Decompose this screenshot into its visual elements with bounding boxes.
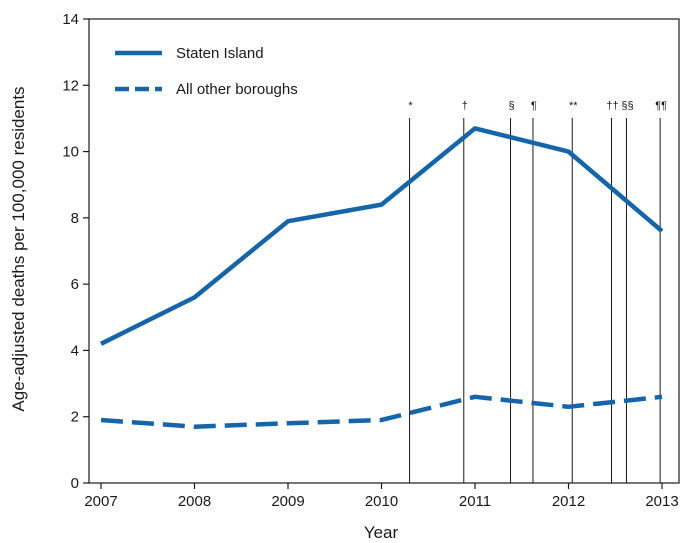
legend: Staten Island All other boroughs <box>115 45 298 98</box>
event-label: § <box>508 100 514 112</box>
series-line-staten-island <box>99 126 664 346</box>
x-tick-label: 2013 <box>645 493 678 510</box>
y-tick-label: 14 <box>62 11 79 28</box>
x-tick-label: 2012 <box>552 493 585 510</box>
event-label: ¶¶ <box>655 100 667 112</box>
axes: 0 2 4 6 8 10 12 14 2007 2008 2009 2010 2011 2012 2013 <box>62 11 680 510</box>
event-label: §§ <box>621 100 633 112</box>
series-lines <box>99 126 664 429</box>
legend-label-staten-island: Staten Island <box>176 45 264 62</box>
x-tick-label: 2009 <box>271 493 304 510</box>
y-tick-label: 4 <box>71 342 79 359</box>
x-tick-label: 2008 <box>178 493 211 510</box>
event-markers: * † § ¶ ** †† §§ ¶¶ <box>408 100 667 483</box>
x-tick-label: 2011 <box>459 493 491 510</box>
y-tick-label: 12 <box>62 77 79 94</box>
series-line-all-other-boroughs <box>100 394 663 429</box>
plot-frame <box>88 18 680 484</box>
x-axis-title: Year <box>364 523 399 542</box>
event-label: ** <box>569 100 578 112</box>
x-tick-label: 2010 <box>365 493 398 510</box>
y-tick-label: 0 <box>71 475 79 492</box>
legend-label-all-other-boroughs: All other boroughs <box>176 81 298 98</box>
x-tick-label: 2007 <box>84 493 117 510</box>
y-axis-title: Age-adjusted deaths per 100,000 resident… <box>9 86 28 411</box>
y-tick-label: 6 <box>71 276 79 293</box>
event-label: †† <box>606 100 618 112</box>
y-tick-label: 10 <box>62 144 79 161</box>
event-label: ¶ <box>531 100 537 112</box>
event-label: * <box>408 100 413 112</box>
y-tick-label: 8 <box>71 210 79 227</box>
event-label: † <box>462 100 468 112</box>
y-tick-label: 2 <box>71 409 79 426</box>
